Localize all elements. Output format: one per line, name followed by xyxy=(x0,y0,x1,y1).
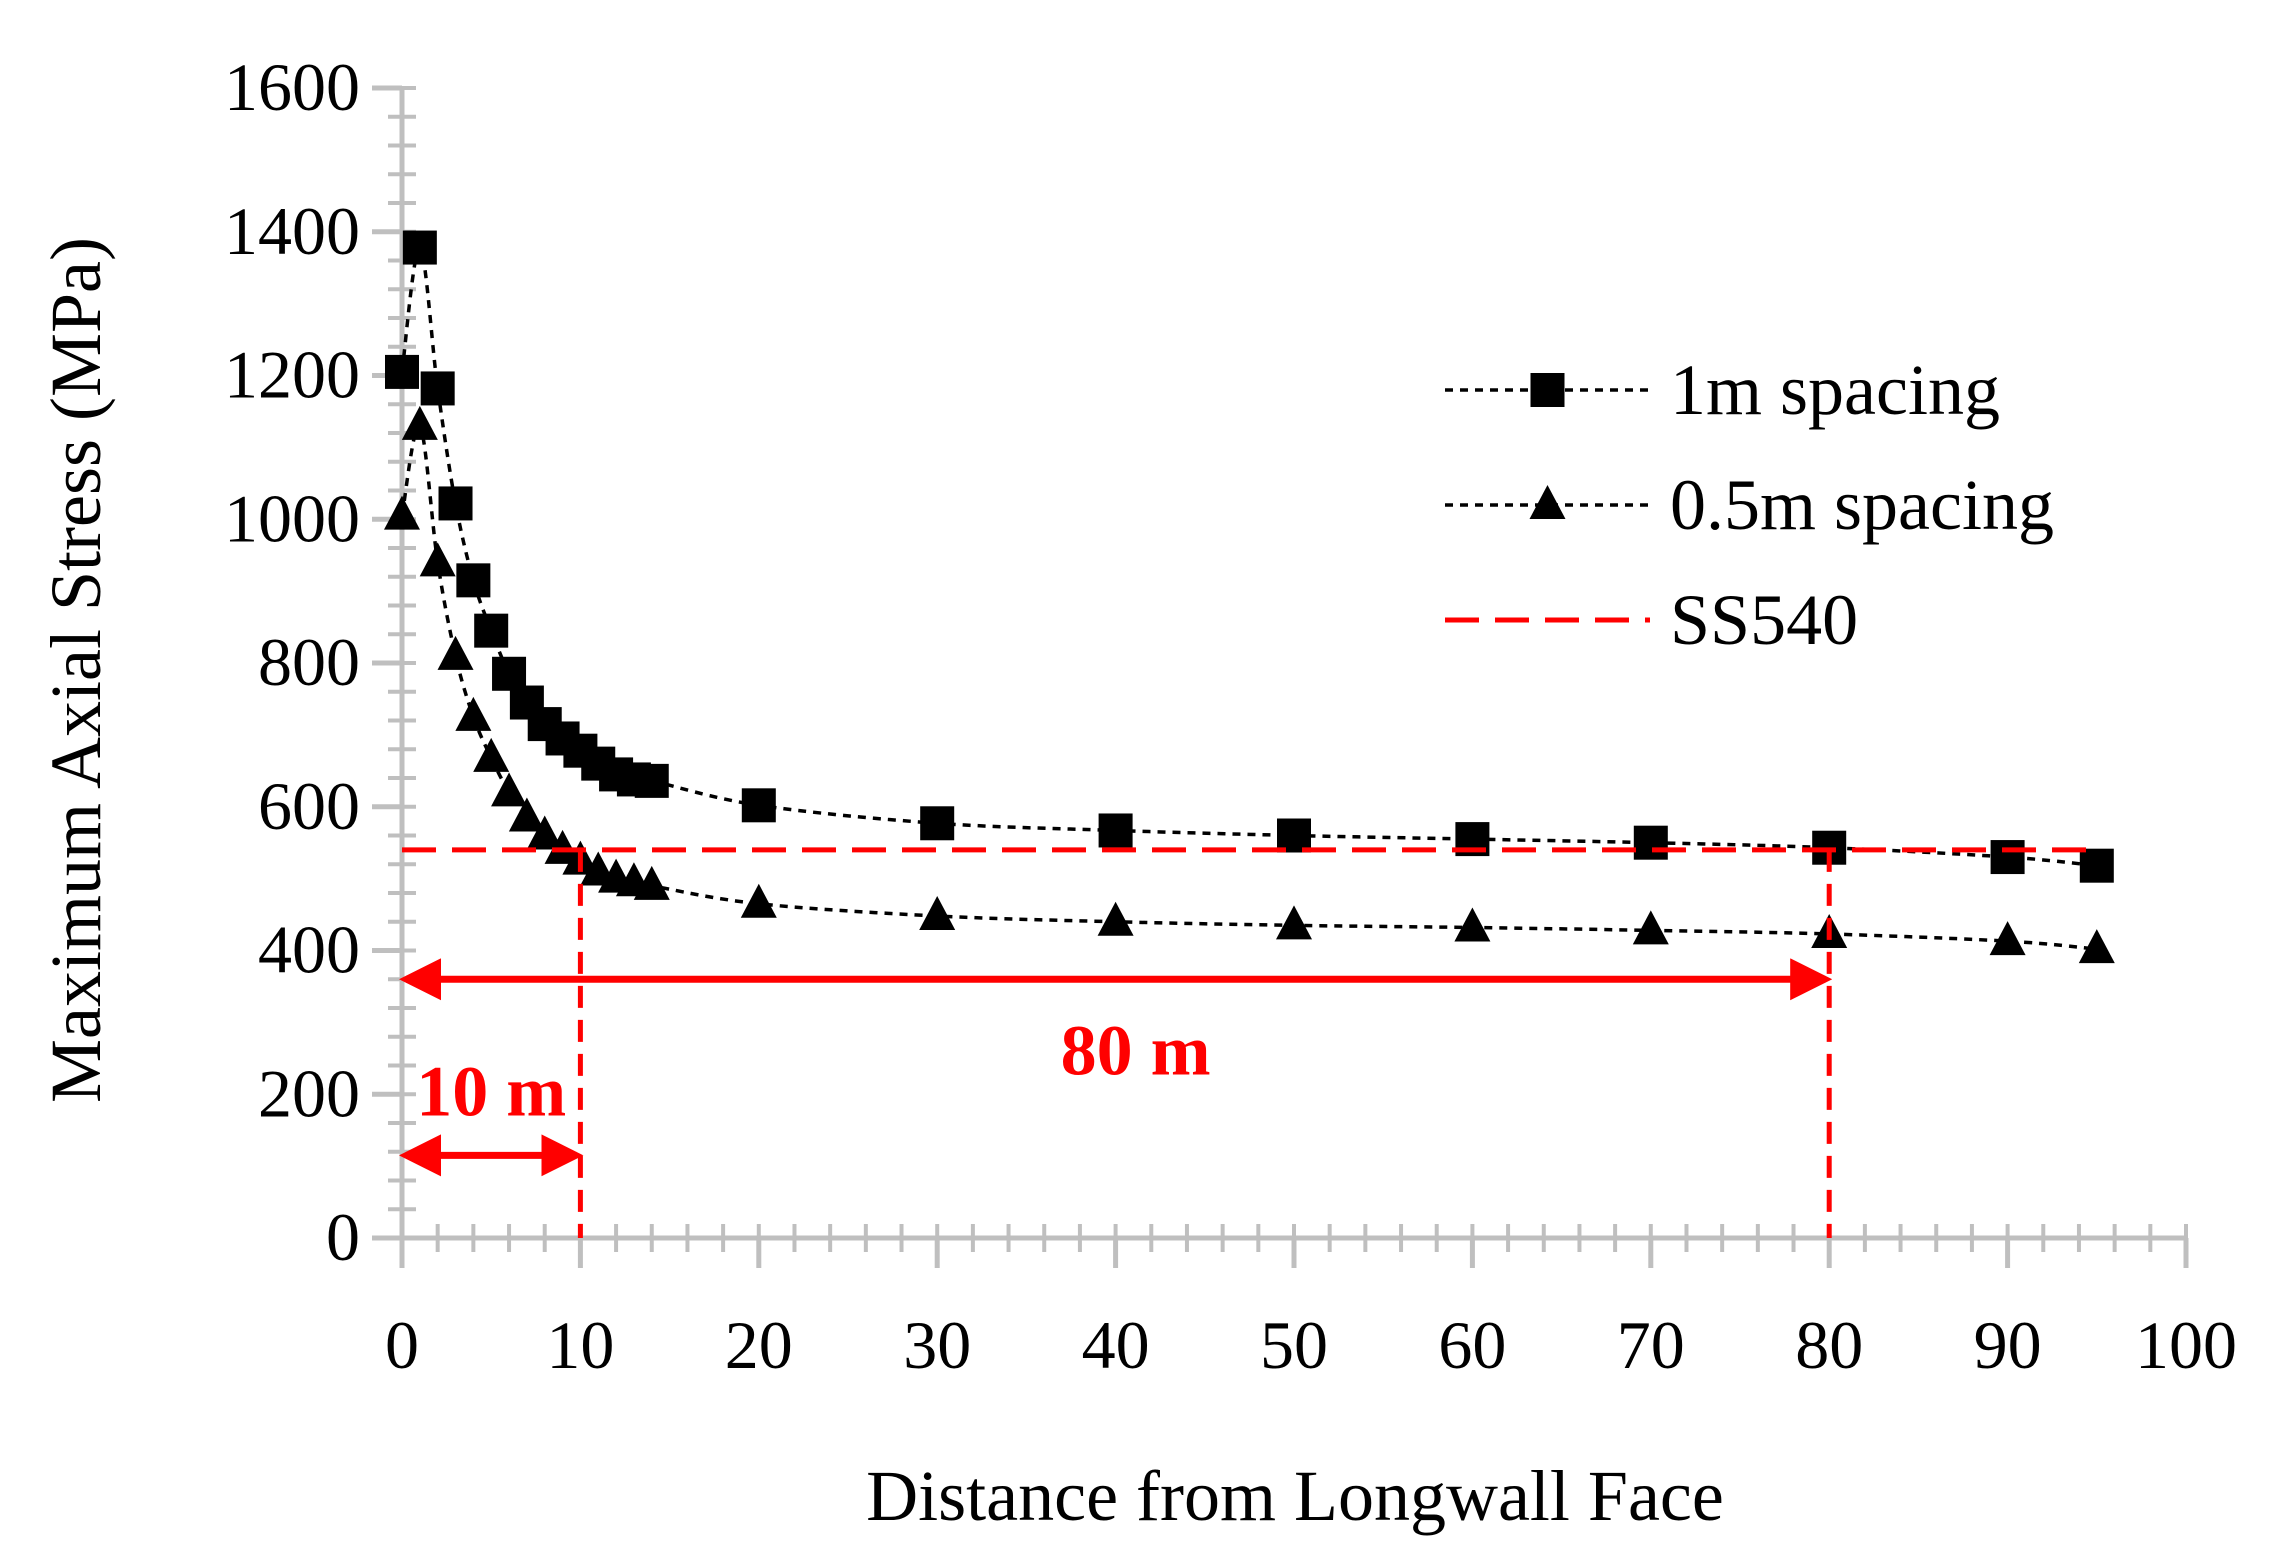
annotation-label: 80 m xyxy=(1061,1010,1211,1090)
data-point xyxy=(474,613,509,648)
y-tick-label: 1000 xyxy=(224,480,360,556)
x-tick-label: 40 xyxy=(1082,1307,1150,1383)
y-tick-label: 1400 xyxy=(224,193,360,269)
data-point xyxy=(1277,818,1311,853)
y-axis-title: Maximum Axial Stress (MPa) xyxy=(36,237,116,1103)
data-point xyxy=(2079,848,2114,883)
data-point xyxy=(491,772,528,807)
x-tick-label: 20 xyxy=(725,1307,793,1383)
data-point xyxy=(473,737,510,772)
data-point xyxy=(438,486,473,521)
legend-label: SS540 xyxy=(1670,580,1858,660)
data-point xyxy=(492,656,527,691)
data-point xyxy=(740,883,777,918)
series-layer xyxy=(384,230,2115,964)
series-1m-spacing xyxy=(385,230,2114,883)
data-point xyxy=(455,696,492,731)
series-0-5m-spacing xyxy=(384,405,2115,964)
x-tick-label: 80 xyxy=(1795,1307,1863,1383)
data-point xyxy=(508,797,545,832)
axes: 0 200 400 600 800 1000 1200 1400 1600 0 10 20 30 40 50… xyxy=(224,49,2237,1383)
legend-swatch-marker xyxy=(1530,373,1565,407)
data-point xyxy=(1098,813,1133,848)
annotations: 10 m 80 m xyxy=(399,849,1833,1238)
data-point xyxy=(919,896,956,930)
x-tick-label: 100 xyxy=(2135,1307,2237,1383)
x-tick-label: 30 xyxy=(903,1307,971,1383)
data-point xyxy=(456,563,491,598)
y-tick-label: 0 xyxy=(326,1199,360,1275)
data-point xyxy=(437,635,474,670)
y-tick-label: 600 xyxy=(258,768,360,844)
legend-label: 0.5m spacing xyxy=(1670,465,2054,545)
x-tick-label: 60 xyxy=(1438,1307,1506,1383)
data-point xyxy=(385,354,419,389)
legend-item: 1m spacing xyxy=(1445,350,2000,430)
legend-swatch-marker xyxy=(1529,485,1566,519)
annotation-10-m: 10 m xyxy=(399,849,584,1238)
legend-item: SS540 xyxy=(1445,580,1858,660)
data-point xyxy=(633,865,670,900)
x-tick-label: 50 xyxy=(1260,1307,1328,1383)
data-point xyxy=(634,763,669,798)
x-tick-label: 90 xyxy=(1974,1307,2042,1383)
y-tick-label: 1600 xyxy=(224,49,360,125)
data-point xyxy=(384,495,420,530)
data-point xyxy=(1276,905,1312,940)
x-tick-label: 0 xyxy=(385,1307,419,1383)
data-point xyxy=(1633,825,1668,860)
y-tick-label: 800 xyxy=(258,624,360,700)
data-point xyxy=(1989,921,2026,956)
x-tick-label: 70 xyxy=(1617,1307,1685,1383)
data-point xyxy=(1454,907,1491,942)
legend-item: 0.5m spacing xyxy=(1445,465,2054,545)
y-tick-label: 400 xyxy=(258,912,360,988)
data-point xyxy=(1097,901,1134,936)
data-point xyxy=(544,829,581,864)
data-point xyxy=(420,371,455,406)
data-point xyxy=(1990,840,2025,875)
x-axis-title: Distance from Longwall Face xyxy=(866,1456,1724,1536)
x-tick-label: 10 xyxy=(546,1307,614,1383)
data-point xyxy=(526,815,563,850)
annotation-label: 10 m xyxy=(416,1051,566,1131)
data-point xyxy=(1632,910,1669,945)
legend: 1m spacing 0.5m spacing SS540 xyxy=(1445,350,2054,660)
data-point xyxy=(419,542,456,577)
data-point xyxy=(920,806,955,841)
legend-label: 1m spacing xyxy=(1670,350,2000,430)
data-point xyxy=(402,230,437,265)
data-point xyxy=(401,405,438,440)
y-tick-label: 1200 xyxy=(224,337,360,413)
series-line xyxy=(400,245,2097,868)
data-point xyxy=(2078,929,2115,964)
annotation-80-m: 80 m xyxy=(399,849,1833,1238)
data-point xyxy=(741,788,776,823)
y-tick-label: 200 xyxy=(258,1055,360,1131)
